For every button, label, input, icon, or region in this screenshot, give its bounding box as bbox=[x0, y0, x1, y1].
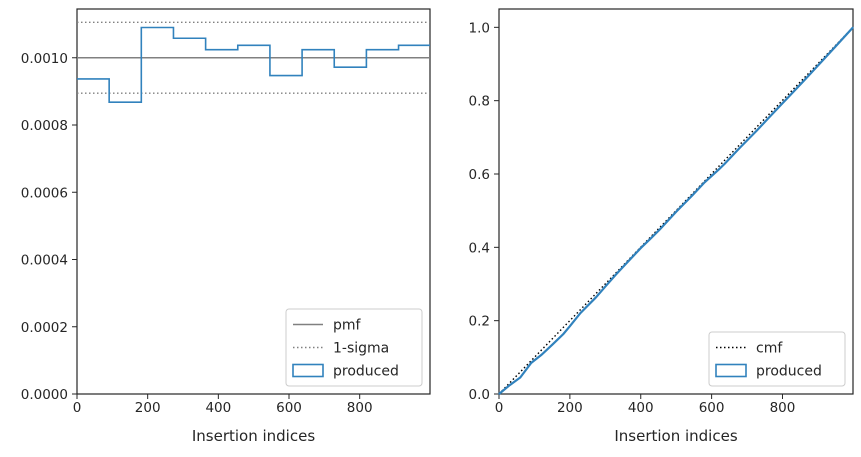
x-tick-label: 200 bbox=[135, 400, 161, 416]
x-tick-label: 0 bbox=[495, 400, 504, 416]
histogram-panel: 0 200 400 600 800 0.0000 0.0002 0.0004 0.0006 0.0… bbox=[21, 8, 431, 445]
produced-point bbox=[767, 117, 769, 119]
y-tick-label: 0.6 bbox=[469, 167, 490, 183]
produced-point bbox=[640, 247, 642, 249]
produced-point bbox=[788, 95, 790, 97]
produced-point bbox=[691, 194, 694, 196]
legend-swatch-box bbox=[292, 363, 324, 378]
x-tick-label: 0 bbox=[73, 400, 82, 416]
y-tick-label: 0.2 bbox=[469, 314, 490, 330]
legend-frame bbox=[285, 308, 423, 387]
produced-point bbox=[509, 384, 511, 386]
produced-point bbox=[718, 169, 720, 171]
legend-label: produced bbox=[756, 364, 822, 380]
produced-point bbox=[530, 362, 532, 364]
y-tick-label: 1.0 bbox=[469, 20, 490, 36]
produced-point bbox=[756, 129, 758, 131]
cmf-series-line bbox=[498, 26, 854, 395]
produced-point bbox=[579, 312, 582, 314]
y-tick-label: 0.0002 bbox=[21, 320, 68, 336]
x-axis-label: Insertion indices bbox=[192, 427, 315, 445]
legend: cmf produced bbox=[708, 331, 846, 387]
produced-point bbox=[852, 26, 854, 28]
produced-series-line bbox=[498, 26, 854, 395]
x-tick-label: 600 bbox=[276, 400, 302, 416]
legend-label: pmf bbox=[333, 318, 362, 334]
axes-frame bbox=[76, 8, 431, 395]
x-tick-label: 800 bbox=[347, 400, 373, 416]
y-tick-label: 0.8 bbox=[469, 94, 490, 110]
legend-frame bbox=[708, 331, 846, 387]
produced-point bbox=[781, 102, 784, 104]
produced-point bbox=[519, 376, 521, 379]
y-tick-label: 0.0000 bbox=[21, 387, 68, 403]
produced-point bbox=[569, 325, 571, 327]
legend-swatch-box bbox=[715, 363, 747, 378]
produced-point bbox=[724, 163, 726, 165]
produced-point bbox=[675, 211, 677, 213]
y-tick-label: 0.0010 bbox=[21, 51, 68, 67]
y-tick-label: 0.4 bbox=[469, 240, 490, 256]
produced-point bbox=[551, 344, 553, 346]
legend-label: 1-sigma bbox=[333, 341, 389, 357]
legend-label: cmf bbox=[756, 341, 783, 357]
produced-point bbox=[650, 237, 652, 239]
x-tick-label: 400 bbox=[628, 400, 654, 416]
x-tick-label: 200 bbox=[557, 400, 583, 416]
y-tick-label: 0.0 bbox=[469, 387, 490, 403]
produced-point bbox=[595, 296, 597, 299]
cdf-panel: 0 200 400 600 800 0.0 0.2 0.4 0.6 0.8 1.0 Insertion… bbox=[469, 8, 854, 445]
produced-point bbox=[540, 354, 543, 356]
y-tick-label: 0.0006 bbox=[21, 185, 68, 201]
produced-point bbox=[835, 45, 837, 48]
axes-frame bbox=[498, 8, 854, 395]
produced-point bbox=[820, 61, 823, 63]
y-tick-label: 0.0008 bbox=[21, 118, 68, 134]
legend: pmf 1-sigma produced bbox=[285, 308, 423, 387]
produced-point bbox=[627, 261, 629, 263]
legend-label: produced bbox=[333, 364, 399, 380]
y-tick-label: 0.0004 bbox=[21, 253, 68, 269]
x-tick-label: 600 bbox=[699, 400, 725, 416]
x-axis-label: Insertion indices bbox=[614, 427, 737, 445]
produced-point bbox=[803, 80, 805, 82]
produced-point bbox=[562, 333, 565, 335]
produced-histogram-step bbox=[77, 26, 430, 103]
produced-point bbox=[659, 228, 661, 230]
produced-point bbox=[604, 285, 606, 288]
produced-point bbox=[739, 147, 741, 149]
produced-point bbox=[498, 393, 500, 395]
produced-point bbox=[615, 273, 617, 276]
x-tick-label: 800 bbox=[770, 400, 796, 416]
x-tick-label: 400 bbox=[205, 400, 231, 416]
produced-point bbox=[703, 181, 706, 184]
